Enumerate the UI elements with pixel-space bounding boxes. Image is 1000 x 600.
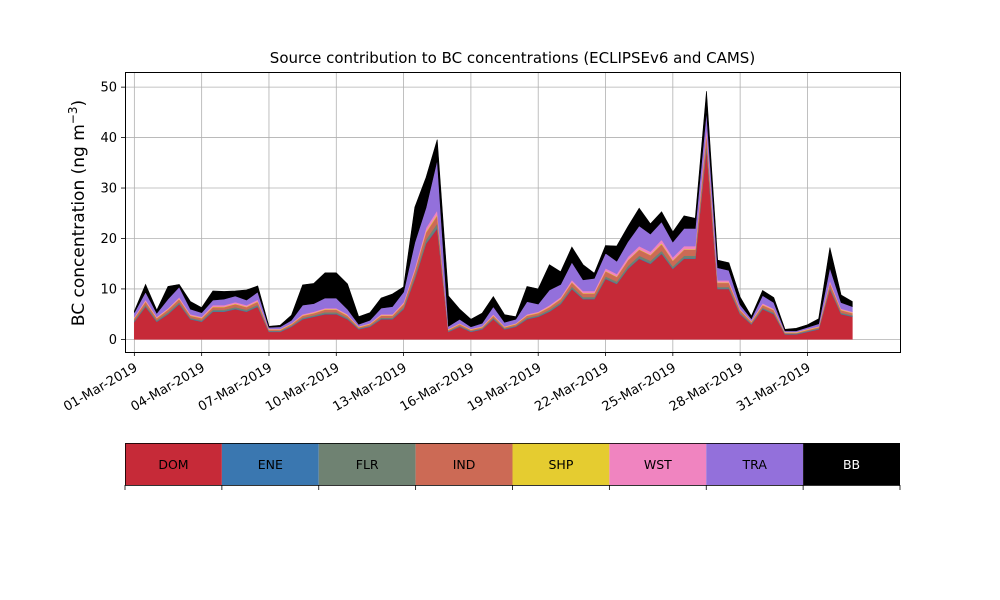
legend-label-ind: IND bbox=[453, 457, 476, 472]
y-tick-label: 20 bbox=[100, 232, 117, 247]
legend-swatch-dom bbox=[125, 443, 222, 485]
x-tick-label: 22-Mar-2019 bbox=[532, 360, 611, 414]
y-axis: 0 10 20 30 40 50 bbox=[100, 81, 125, 348]
legend-swatch-wst bbox=[609, 443, 707, 485]
y-axis-label-main: BC concentration (ng m bbox=[69, 124, 89, 326]
legend-swatch-bb bbox=[803, 443, 900, 485]
legend-label-tra: TRA bbox=[742, 457, 768, 472]
x-tick-label: 16-Mar-2019 bbox=[398, 360, 477, 414]
legend-swatch-ene bbox=[221, 443, 319, 485]
x-tick-label: 01-Mar-2019 bbox=[61, 360, 140, 414]
x-tick-label: 10-Mar-2019 bbox=[263, 360, 342, 414]
legend-swatch-shp bbox=[512, 443, 610, 485]
x-tick-label: 07-Mar-2019 bbox=[196, 360, 275, 414]
x-tick-label: 25-Mar-2019 bbox=[600, 360, 679, 414]
area-series-group bbox=[134, 91, 853, 340]
y-tick-label: 30 bbox=[100, 182, 117, 197]
x-tick-label: 13-Mar-2019 bbox=[330, 360, 409, 414]
chart-title: Source contribution to BC concentrations… bbox=[270, 49, 755, 67]
plot-frame bbox=[125, 72, 901, 353]
legend-label-wst: WST bbox=[644, 457, 672, 472]
legend-label-bb: BB bbox=[843, 457, 860, 472]
y-tick-label: 10 bbox=[100, 282, 117, 297]
y-tick-label: 40 bbox=[100, 131, 117, 146]
legend-label-shp: SHP bbox=[549, 457, 574, 472]
x-tick-label: 04-Mar-2019 bbox=[129, 360, 208, 414]
x-tick-label: 28-Mar-2019 bbox=[667, 360, 746, 414]
legend-label-flr: FLR bbox=[356, 457, 379, 472]
y-axis-label-sup: −3 bbox=[66, 106, 80, 124]
y-axis-label-close: ) bbox=[69, 100, 89, 107]
y-tick-label: 50 bbox=[100, 81, 117, 96]
x-tick-label: 19-Mar-2019 bbox=[465, 360, 544, 414]
legend-label-ene: ENE bbox=[258, 457, 283, 472]
legend: DOM ENE FLR IND SHP WST TRA BB bbox=[124, 443, 901, 490]
x-axis: 01-Mar-201904-Mar-201907-Mar-201910-Mar-… bbox=[61, 352, 813, 415]
legend-label-dom: DOM bbox=[158, 457, 188, 472]
legend-swatch-tra bbox=[706, 443, 804, 485]
area-series-bb bbox=[134, 91, 853, 332]
legend-swatch-ind bbox=[415, 443, 513, 485]
y-tick-label: 0 bbox=[109, 333, 117, 348]
y-axis-label: BC concentration (ng m−3) bbox=[66, 100, 89, 326]
x-tick-label: 31-Mar-2019 bbox=[734, 360, 813, 414]
legend-swatch-flr bbox=[318, 443, 416, 485]
